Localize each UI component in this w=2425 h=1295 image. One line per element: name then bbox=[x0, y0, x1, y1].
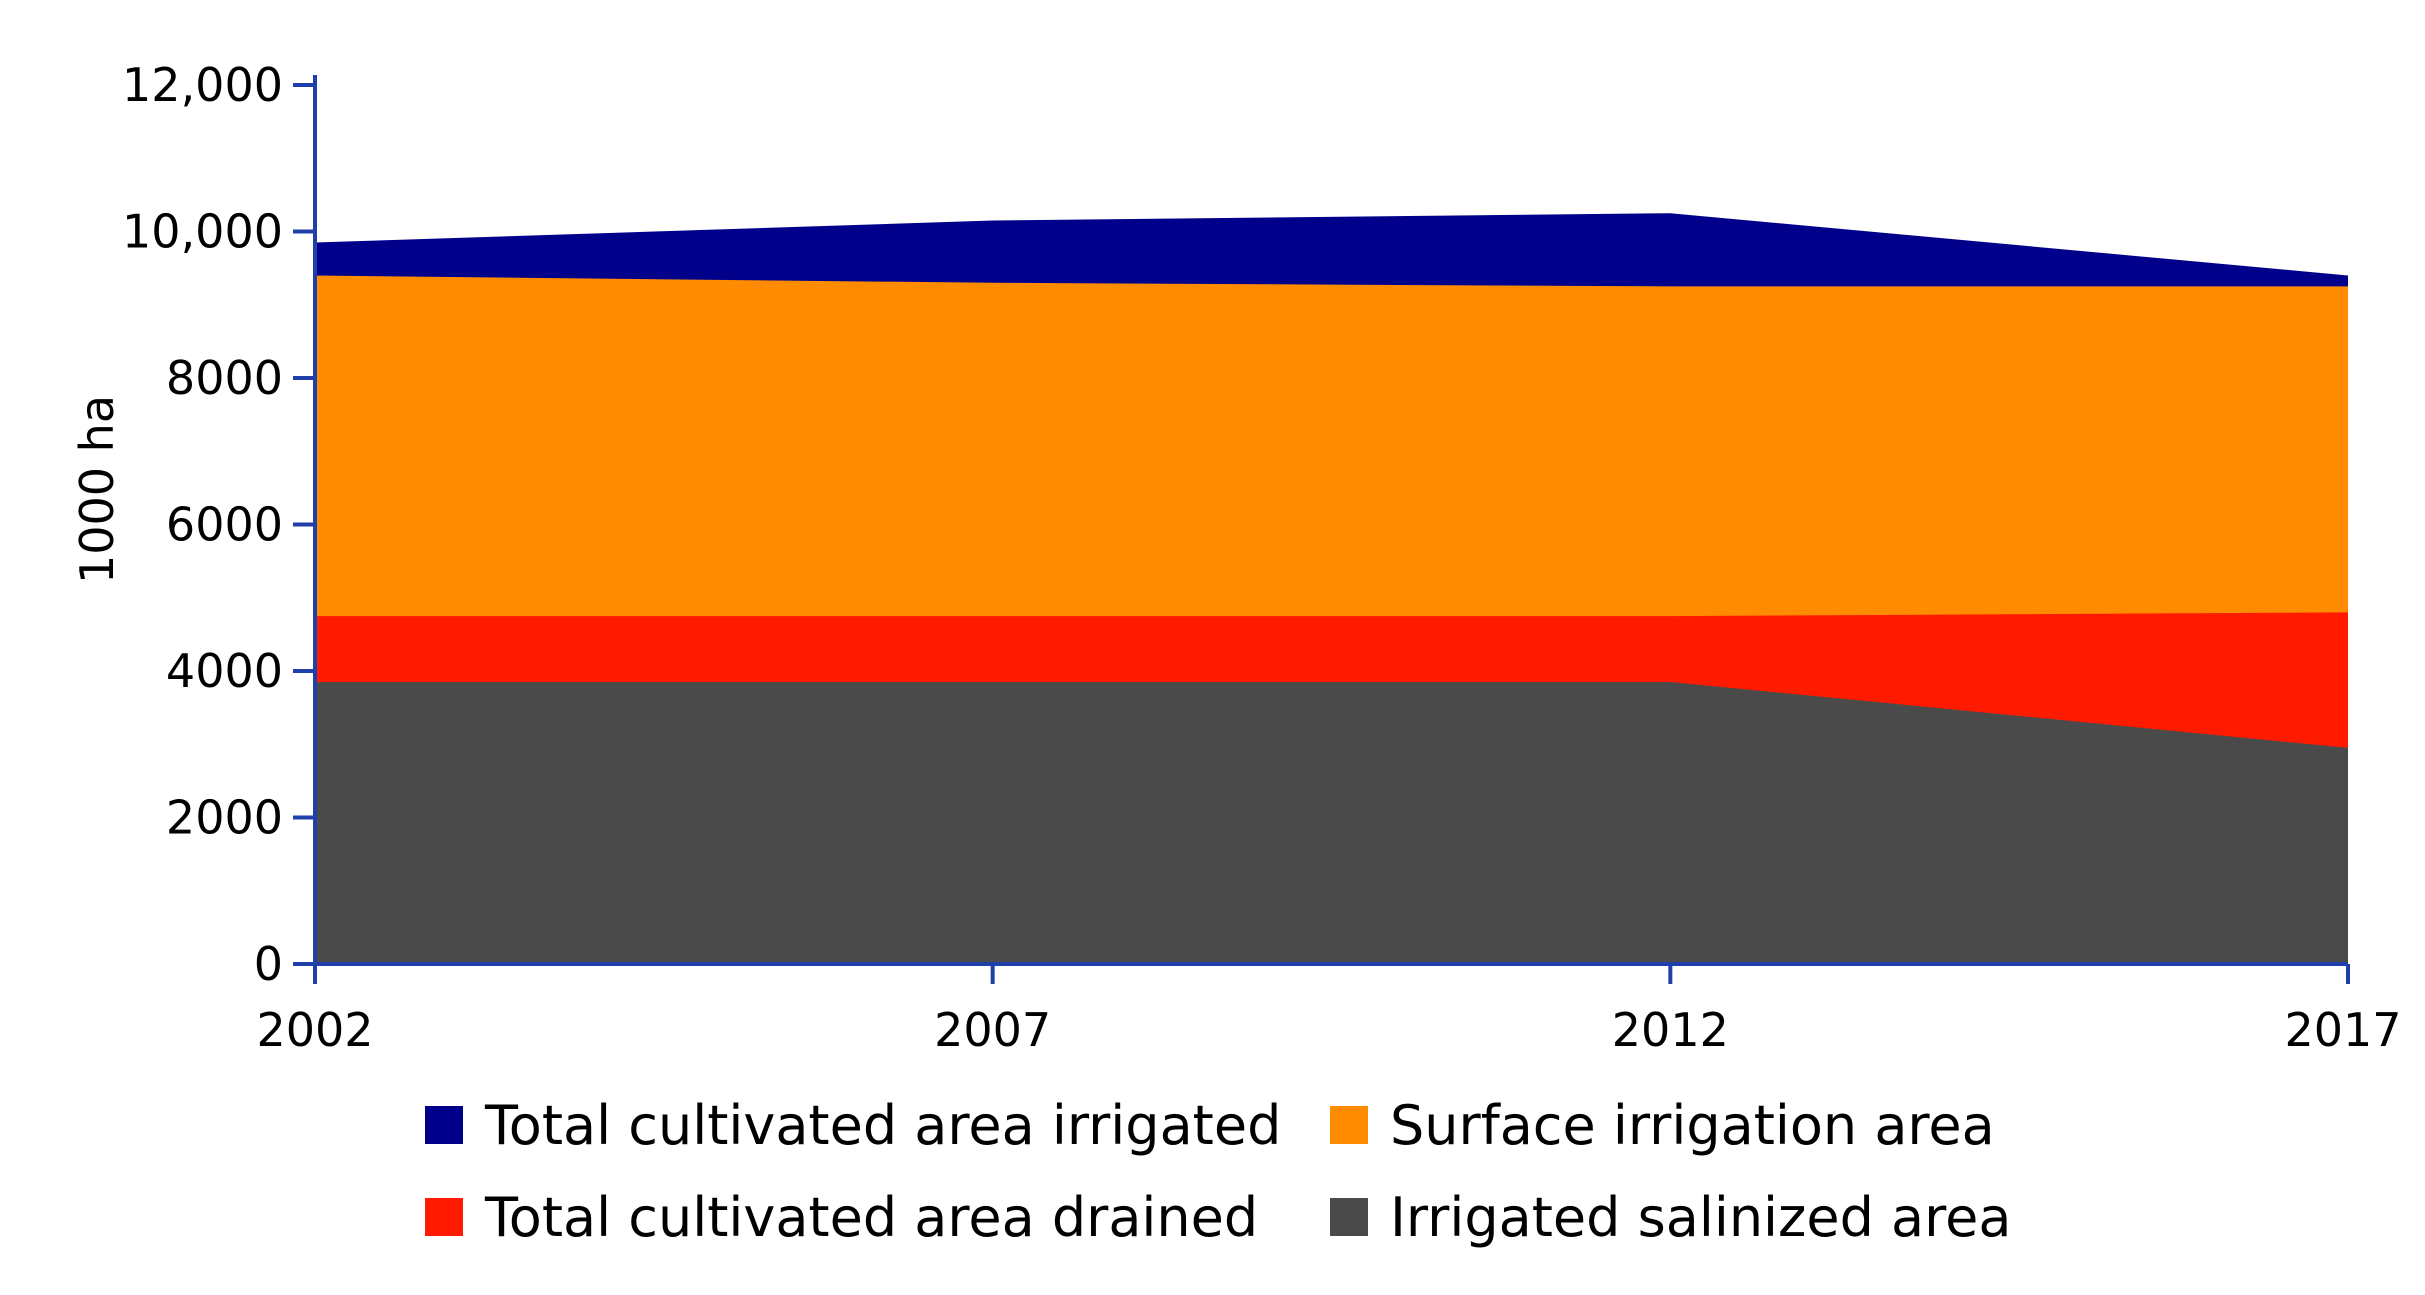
legend-label: Surface irrigation area bbox=[1390, 1094, 1995, 1157]
legend-swatch bbox=[1330, 1198, 1368, 1236]
legend: Total cultivated area irrigated Surface i… bbox=[425, 1094, 2011, 1249]
legend-label: Total cultivated area drained bbox=[484, 1186, 1258, 1249]
y-tick-label: 2000 bbox=[166, 791, 283, 845]
legend-item-surface-irrigation-area: Surface irrigation area bbox=[1330, 1094, 1995, 1157]
y-tick-label: 0 bbox=[254, 937, 283, 991]
x-tick-label: 2002 bbox=[256, 1003, 373, 1057]
x-tick-label: 2007 bbox=[934, 1003, 1051, 1057]
y-tick-label: 6000 bbox=[166, 498, 283, 552]
area-layers bbox=[315, 213, 2348, 964]
legend-swatch bbox=[425, 1198, 463, 1236]
x-tick-label: 2012 bbox=[1612, 1003, 1729, 1057]
y-tick-label: 4000 bbox=[166, 644, 283, 698]
y-axis-title: 1000 ha bbox=[70, 395, 124, 584]
x-axis-ticks: 2002 2007 2012 2017 bbox=[256, 964, 2402, 1057]
legend-label: Total cultivated area irrigated bbox=[484, 1094, 1281, 1157]
y-axis-ticks: 0 2000 4000 6000 8000 10,000 12,000 bbox=[122, 58, 315, 991]
x-tick-label: 2017 bbox=[2284, 1003, 2401, 1057]
legend-item-total-cultivated-area-irrigated: Total cultivated area irrigated bbox=[425, 1094, 1281, 1157]
legend-item-irrigated-salinized-area: Irrigated salinized area bbox=[1330, 1186, 2011, 1249]
area-irrigated-salinized-area bbox=[315, 682, 2348, 964]
y-tick-label: 10,000 bbox=[122, 205, 283, 259]
legend-swatch bbox=[425, 1106, 463, 1144]
y-tick-label: 12,000 bbox=[122, 58, 283, 112]
legend-swatch bbox=[1330, 1106, 1368, 1144]
legend-item-total-cultivated-area-drained: Total cultivated area drained bbox=[425, 1186, 1258, 1249]
legend-label: Irrigated salinized area bbox=[1390, 1186, 2011, 1249]
y-tick-label: 8000 bbox=[166, 351, 283, 405]
